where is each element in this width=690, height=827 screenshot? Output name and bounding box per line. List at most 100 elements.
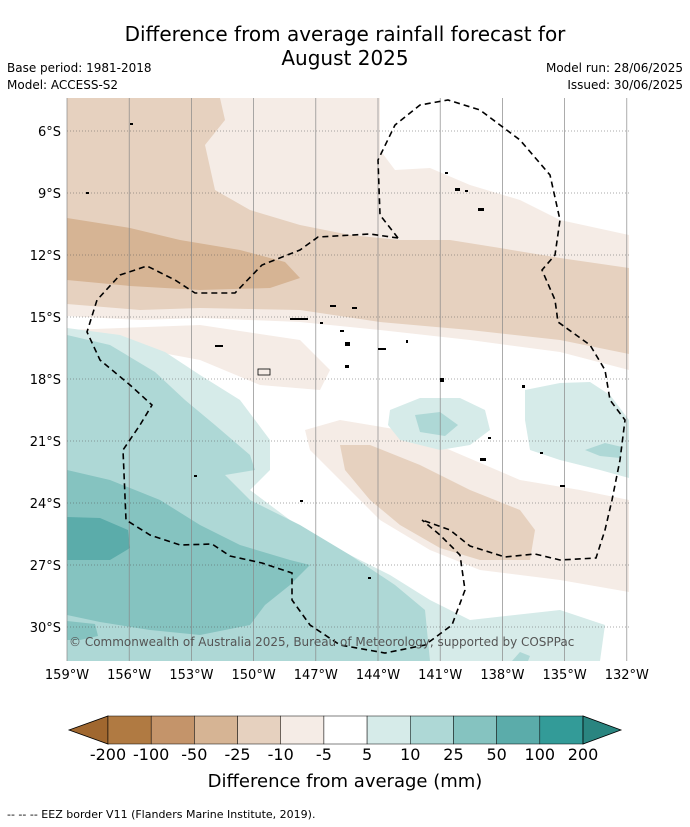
island-speck (290, 318, 308, 320)
title-line-2: August 2025 (281, 46, 409, 70)
colorbar-tick-label: 50 (486, 745, 507, 764)
colorbar-tick-label: 25 (443, 745, 464, 764)
island-speck (86, 192, 89, 194)
colorbar-tick-label: -10 (267, 745, 294, 764)
islands (86, 123, 565, 579)
meta-right: Model run: 28/06/2025 Issued: 30/06/2025 (546, 60, 683, 94)
lat-label: 27°S (30, 559, 61, 574)
model-run: Model run: 28/06/2025 (545, 61, 683, 75)
lat-label: 21°S (30, 435, 61, 450)
eez-border-north (377, 99, 626, 561)
island-speck (440, 378, 444, 382)
island-speck (445, 172, 448, 174)
lon-label: 132°W (605, 668, 649, 683)
island-speck (352, 307, 357, 309)
island-speck (194, 475, 197, 477)
island-speck (330, 305, 336, 307)
dry-zone-central-mid (340, 445, 535, 560)
lon-label: 141°W (418, 668, 462, 683)
wet-zone-west-mid (67, 470, 310, 635)
lat-label: 12°S (30, 249, 61, 264)
meta-left: Base period: 1981-2018 Model: ACCESS-S2 (7, 60, 152, 94)
title-line-1: Difference from average rainfall forecas… (124, 22, 566, 46)
island-speck (478, 208, 484, 211)
colorbar-segment (496, 715, 541, 745)
wet-zone-west-dark (67, 517, 130, 560)
eez-border-west (86, 233, 466, 654)
colorbar-segment (539, 715, 584, 745)
island-speck (345, 342, 350, 346)
colorbar-tick-label: -5 (315, 745, 332, 764)
island-speck (406, 340, 408, 343)
colorbar (67, 715, 623, 745)
colorbar-tick-label: 5 (361, 745, 373, 764)
colorbar-tick-label: -50 (181, 745, 208, 764)
colorbar-segment (194, 715, 238, 745)
colorbar-segment (150, 715, 195, 745)
lat-label: 9°S (38, 187, 61, 202)
lat-label: 24°S (30, 497, 61, 512)
copyright-text: © Commonwealth of Australia 2025, Bureau… (69, 635, 574, 649)
map-panel (66, 98, 629, 661)
eez-borders (86, 99, 626, 654)
dry-zone-north-mid (67, 98, 629, 354)
chart-title: Difference from average rainfall forecas… (0, 22, 690, 70)
colorbar-segment (323, 715, 368, 745)
colorbar-segment (280, 715, 325, 745)
lon-label: 150°W (232, 668, 276, 683)
colorbar-segment (237, 715, 281, 745)
lat-label: 18°S (30, 373, 61, 388)
colorbar-tick-label: -25 (224, 745, 251, 764)
eez-legend-footer: -- -- -- EEZ border V11 (Flanders Marine… (7, 808, 316, 821)
colorbar-tick-label: 100 (524, 745, 556, 764)
longitude-axis: 159°W 156°W 153°W 150°W 147°W 144°W 141°W 138°W… (45, 668, 649, 683)
colorbar-tick-label: -200 (89, 745, 127, 764)
island-speck (522, 385, 525, 388)
island-speck (378, 348, 386, 350)
colorbar-extend-high (582, 715, 623, 745)
wet-zone-southwest-patch (67, 621, 98, 640)
model-name: Model: ACCESS-S2 (7, 78, 119, 92)
lon-label: 156°W (107, 668, 151, 683)
colorbar-tick-label: 10 (400, 745, 421, 764)
colorbar-segment (107, 715, 152, 745)
lon-label: 138°W (480, 668, 524, 683)
lat-label: 6°S (38, 125, 61, 140)
lon-label: 147°W (294, 668, 338, 683)
colorbar-tick-label: 200 (567, 745, 599, 764)
colorbar-segment (366, 715, 411, 745)
wet-zone-east-core (585, 443, 622, 458)
base-period: Base period: 1981-2018 (7, 61, 152, 75)
dry-zone-north-dark (67, 218, 300, 290)
lon-label: 153°W (169, 668, 213, 683)
island-speck (455, 188, 460, 191)
colorbar-label: Difference from average (mm) (207, 771, 483, 792)
wet-zone-central-core (415, 412, 458, 436)
island-speck (465, 190, 468, 192)
island-speck (300, 500, 303, 502)
colorbar-segment (410, 715, 454, 745)
lon-label: 144°W (356, 668, 400, 683)
island-speck (340, 330, 344, 332)
lat-label: 15°S (30, 311, 61, 326)
issued-date: Issued: 30/06/2025 (567, 78, 683, 92)
island-speck (130, 123, 133, 125)
island-outline (257, 368, 271, 376)
island-speck (560, 485, 565, 487)
island-speck (368, 577, 371, 579)
island-speck (540, 452, 543, 454)
lon-label: 159°W (45, 668, 89, 683)
dry-zone-north-top-patch (380, 98, 629, 235)
lat-label: 30°S (30, 621, 61, 636)
island-speck (215, 345, 223, 347)
island-speck (480, 458, 486, 461)
island-speck (345, 365, 349, 368)
lon-label: 135°W (543, 668, 587, 683)
dry-zone-north-white-gap (350, 168, 629, 258)
colorbar-extend-low (67, 715, 109, 745)
island-speck (488, 437, 491, 439)
lat-lon-grid (66, 98, 629, 661)
wet-zone-south-small (512, 652, 530, 661)
colorbar-tick-label: -100 (133, 745, 170, 764)
